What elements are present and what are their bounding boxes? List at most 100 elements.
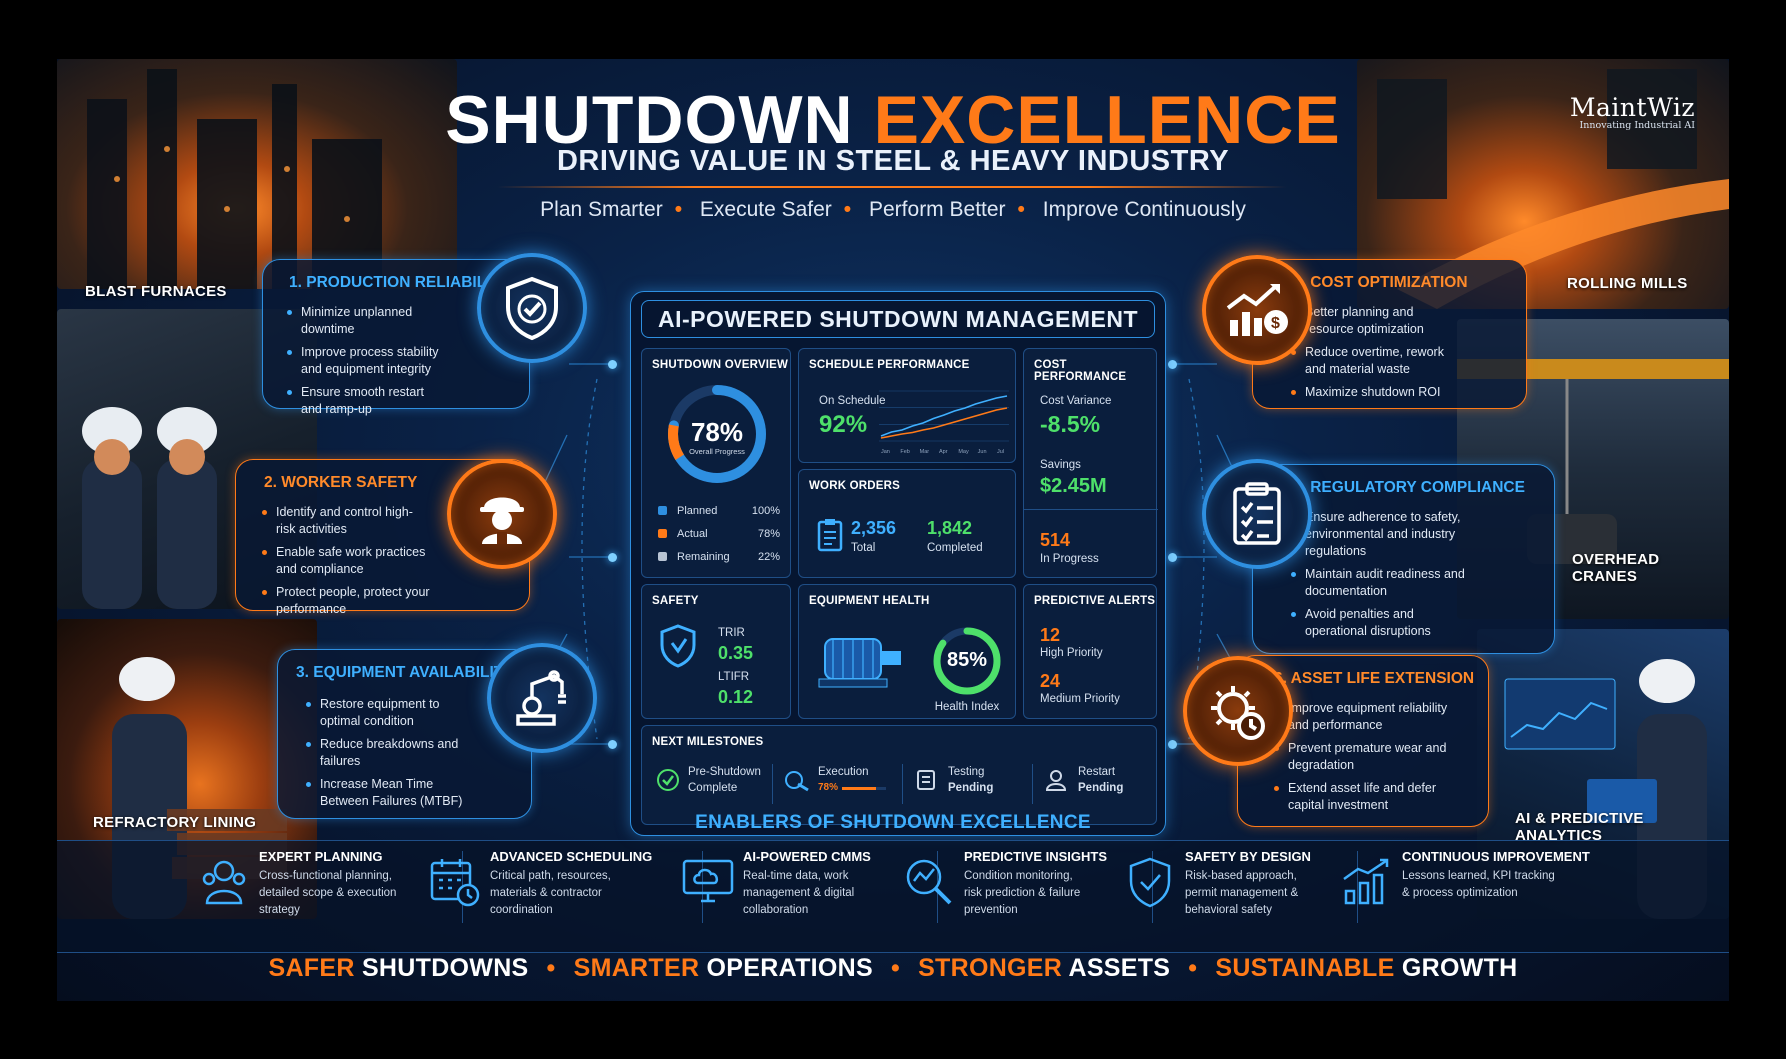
growth-chart-icon bbox=[1340, 855, 1394, 909]
total-work-orders: 2,356 bbox=[851, 518, 897, 538]
milestone-status: Complete bbox=[688, 782, 738, 794]
enabler-desc: Risk-based approach, bbox=[1185, 870, 1297, 882]
overview-legend: Planned 100% Actual 78% Remaining 22% bbox=[658, 499, 780, 568]
panel-title: SCHEDULE PERFORMANCE bbox=[809, 359, 970, 371]
high-priority-label: High Priority bbox=[1040, 647, 1103, 659]
execution-progress-fill bbox=[842, 787, 877, 790]
completed-label: Completed bbox=[927, 542, 983, 554]
pillar-item: Protect people, protect your performance bbox=[262, 584, 432, 618]
milestone-name: Pre-Shutdown bbox=[688, 766, 761, 778]
total-label: Total bbox=[851, 542, 876, 554]
maintwiz-logo: MaintWiz Innovating Industrial AI bbox=[1570, 93, 1695, 131]
enabler-safety-by-design: SAFETY BY DESIGN Risk-based approach, per… bbox=[1129, 849, 1311, 919]
pillar-item: Avoid penalties and operational disrupti… bbox=[1291, 606, 1466, 640]
pillar-item: Maximize shutdown ROI bbox=[1291, 384, 1461, 401]
enabler-desc: strategy bbox=[259, 904, 300, 916]
connector-node bbox=[608, 553, 617, 562]
panel-title: NEXT MILESTONES bbox=[652, 736, 764, 748]
shield-check-icon bbox=[477, 253, 587, 363]
enabler-predictive-insights: PREDICTIVE INSIGHTS Condition monitoring… bbox=[906, 849, 1108, 919]
in-progress-value: 514 bbox=[1040, 530, 1071, 550]
check-circle-icon bbox=[657, 769, 679, 791]
enabler-divider bbox=[1152, 851, 1153, 923]
milestone-divider bbox=[1032, 764, 1033, 804]
pillar-title: 6. ASSET LIFE EXTENSION bbox=[1274, 670, 1475, 687]
magnifier-chart-icon bbox=[902, 855, 956, 909]
legend-label: Remaining bbox=[677, 550, 730, 563]
slogan-safer-shutdowns: SAFER SHUTDOWNS bbox=[268, 954, 529, 982]
tagline-4: Improve Continuously bbox=[1042, 198, 1246, 221]
milestone-status: Pending bbox=[948, 782, 994, 794]
pillar-title: 1. PRODUCTION RELIABILITY bbox=[289, 274, 511, 291]
trir-label: TRIR bbox=[718, 627, 745, 639]
legend-row: Planned 100% bbox=[658, 499, 780, 522]
milestone-name: Restart bbox=[1078, 766, 1116, 778]
brand-tagline: Innovating Industrial AI bbox=[1579, 120, 1696, 131]
safety-shield-icon bbox=[660, 624, 696, 668]
execution-progress-track bbox=[842, 787, 886, 790]
pillar-item: Improve equipment reliability and perfor… bbox=[1274, 700, 1452, 734]
blast-furnaces-label: BLAST FURNACES bbox=[85, 283, 227, 300]
x-tick-label: Jul bbox=[997, 449, 1004, 455]
pillar-item: Reduce overtime, rework and material was… bbox=[1291, 344, 1461, 378]
predictive-alerts-panel: PREDICTIVE ALERTS 12 High Priority 24 Me… bbox=[1023, 584, 1157, 719]
pillar-item: Improve process stability and equipment … bbox=[287, 344, 447, 378]
enabler-desc: Condition monitoring, bbox=[964, 870, 1073, 882]
shutdown-overview-panel: SHUTDOWN OVERVIEW 78% Overall Progress P… bbox=[641, 348, 791, 578]
svg-text:$: $ bbox=[1271, 315, 1280, 332]
pillar-item: Increase Mean Time Between Failures (MTB… bbox=[306, 776, 476, 810]
x-tick-label: May bbox=[958, 449, 969, 455]
schedule-performance-panel: SCHEDULE PERFORMANCE On Schedule 92% Jan… bbox=[798, 348, 1016, 463]
trir-value: 0.35 bbox=[718, 643, 754, 663]
enabler-continuous-improvement: CONTINUOUS IMPROVEMENT Lessons learned, … bbox=[1343, 849, 1590, 905]
pillar-item: Reduce breakdowns and failures bbox=[306, 736, 476, 770]
x-tick-label: Apr bbox=[939, 449, 948, 455]
ltifr-value: 0.12 bbox=[718, 687, 754, 707]
connector-node bbox=[1168, 360, 1177, 369]
test-icon bbox=[917, 770, 935, 790]
robot-arm-icon bbox=[487, 643, 597, 753]
pillar-title: 2. WORKER SAFETY bbox=[264, 474, 418, 491]
medium-priority-label: Medium Priority bbox=[1040, 693, 1120, 705]
x-tick-label: Jun bbox=[978, 449, 987, 455]
cost-variance-label: Cost Variance bbox=[1040, 395, 1112, 407]
wrench-icon bbox=[785, 771, 809, 792]
x-tick-label: Jan bbox=[881, 449, 890, 455]
panel-title: WORK ORDERS bbox=[809, 480, 901, 492]
legend-label: Actual bbox=[677, 527, 708, 540]
pillar-item: Identify and control high-risk activitie… bbox=[262, 504, 432, 538]
main-title: SHUTDOWN EXCELLENCE bbox=[445, 82, 1341, 158]
enabler-desc: Cross-functional planning, bbox=[259, 870, 392, 882]
enabler-advanced-scheduling: ADVANCED SCHEDULING Critical path, resou… bbox=[430, 849, 652, 919]
pillar-item: Minimize unplanned downtime bbox=[287, 304, 447, 338]
enabler-title: PREDICTIVE INSIGHTS bbox=[964, 849, 1108, 864]
dashboard-title: AI-POWERED SHUTDOWN MANAGEMENT bbox=[641, 300, 1155, 338]
pillar-item: Maintain audit readiness and documentati… bbox=[1291, 566, 1466, 600]
enabler-desc: management & digital bbox=[743, 887, 855, 899]
enabler-desc: materials & contractor bbox=[490, 887, 602, 899]
pillar-item: Extend asset life and defer capital inve… bbox=[1274, 780, 1452, 814]
blast-furnace-photo bbox=[57, 59, 457, 289]
pillar-asset-life-extension: 6. ASSET LIFE EXTENSION Improve equipmen… bbox=[1237, 655, 1489, 827]
legend-swatch bbox=[658, 506, 667, 515]
refractory-lining-label: REFRACTORY LINING bbox=[93, 814, 257, 831]
slogan-stronger-assets: STRONGER ASSETS bbox=[918, 954, 1171, 982]
milestones-panel: NEXT MILESTONES Pre-Shutdown Complete Ex… bbox=[641, 725, 1157, 825]
pillar-title: 4. COST OPTIMIZATION bbox=[1293, 274, 1468, 291]
pillar-item: Ensure smooth restart and ramp-up bbox=[287, 384, 447, 418]
pillar-item: Restore equipment to optimal condition bbox=[306, 696, 476, 730]
work-orders-panel: WORK ORDERS 2,356 Total 1,842 Completed bbox=[798, 469, 1016, 578]
overall-progress-ring bbox=[668, 385, 766, 483]
enabler-desc: coordination bbox=[490, 904, 553, 916]
legend-swatch bbox=[658, 552, 667, 561]
ai-predictive-label: AI & PREDICTIVE ANALYTICS bbox=[1515, 810, 1644, 844]
shield-check-icon bbox=[1123, 855, 1177, 909]
enabler-desc: Lessons learned, KPI tracking bbox=[1402, 870, 1555, 882]
footer-slogan: SAFER SHUTDOWNS • SMARTER OPERATIONS • STRON… bbox=[268, 954, 1518, 982]
enabler-title: SAFETY BY DESIGN bbox=[1185, 849, 1311, 864]
legend-value: 22% bbox=[757, 550, 780, 563]
enabler-desc: risk prediction & failure bbox=[964, 887, 1081, 899]
dashboard: AI-POWERED SHUTDOWN MANAGEMENT SHUTDOWN … bbox=[630, 291, 1166, 836]
worker-icon bbox=[447, 459, 557, 569]
legend-value: 78% bbox=[757, 527, 780, 540]
